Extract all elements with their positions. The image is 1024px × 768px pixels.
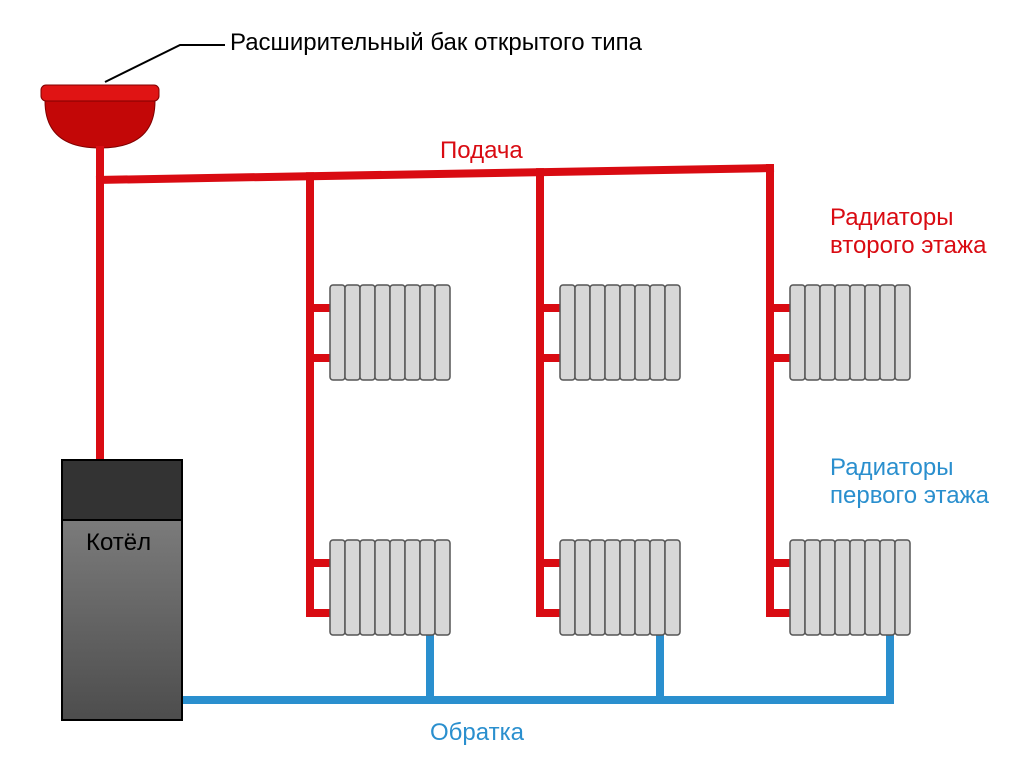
rad-lower-label-1: Радиаторы: [830, 454, 953, 481]
supply-label: Подача: [440, 137, 523, 164]
radiator-upper-2: [790, 285, 910, 380]
rad-upper-label-2: второго этажа: [830, 232, 987, 259]
rad-upper-label-1: Радиаторы: [830, 204, 953, 231]
tank-leader-line: [105, 45, 225, 82]
radiator-lower-0: [330, 540, 450, 635]
boiler-label: Котёл: [86, 529, 151, 556]
radiator-upper-1: [560, 285, 680, 380]
radiator-lower-2: [790, 540, 910, 635]
radiator-upper-0: [330, 285, 450, 380]
radiator-lower-1: [560, 540, 680, 635]
rad-lower-label-2: первого этажа: [830, 482, 990, 509]
return-label: Обратка: [430, 719, 525, 746]
boiler: [62, 460, 182, 720]
expansion-tank: [41, 85, 159, 148]
supply-main: [96, 168, 774, 180]
tank-label: Расширительный бак открытого типа: [230, 29, 643, 56]
